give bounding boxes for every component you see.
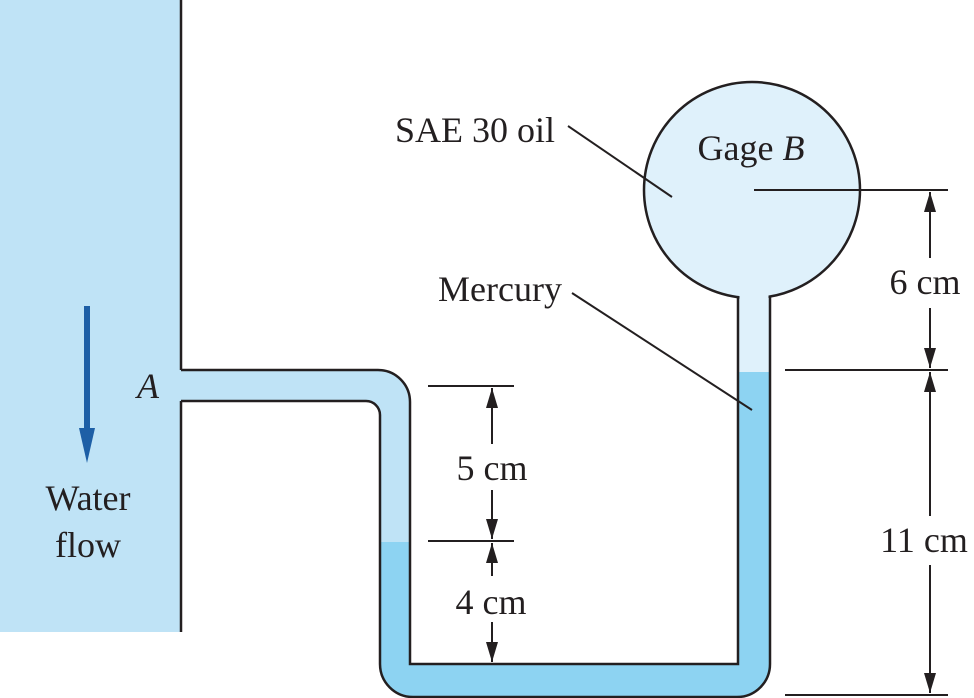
oil-leader-line (567, 125, 673, 198)
mercury-leader-line (571, 292, 753, 411)
gage-b-label: Gage B (698, 128, 805, 168)
oil-label: SAE 30 oil (395, 110, 555, 150)
dimension-6cm: 6 cm (890, 192, 961, 368)
dimension-5cm: 5 cm (457, 388, 528, 539)
mercury-bottom-fill (370, 650, 770, 697)
dim-6-label: 6 cm (890, 262, 961, 302)
dimension-4cm: 4 cm (456, 543, 527, 662)
tube-inner-wall (181, 297, 772, 698)
gage-letter: B (782, 128, 804, 168)
mercury-label: Mercury (438, 269, 562, 309)
dimension-11cm: 11 cm (880, 372, 968, 693)
point-a-label: A (135, 366, 160, 406)
tube-water-fill (181, 360, 421, 542)
gage-word: Gage (698, 128, 774, 168)
water-flow-label-line1: Water (45, 478, 130, 518)
dim-11-label: 11 cm (880, 520, 968, 560)
tube-outer-wall (181, 297, 740, 666)
water-column (0, 0, 181, 632)
dim-4-label: 4 cm (456, 582, 527, 622)
gage-neck-fill (739, 282, 769, 302)
dim-5-label: 5 cm (457, 448, 528, 488)
water-flow-label-line2: flow (55, 525, 121, 565)
flow-arrow-head (79, 428, 95, 463)
